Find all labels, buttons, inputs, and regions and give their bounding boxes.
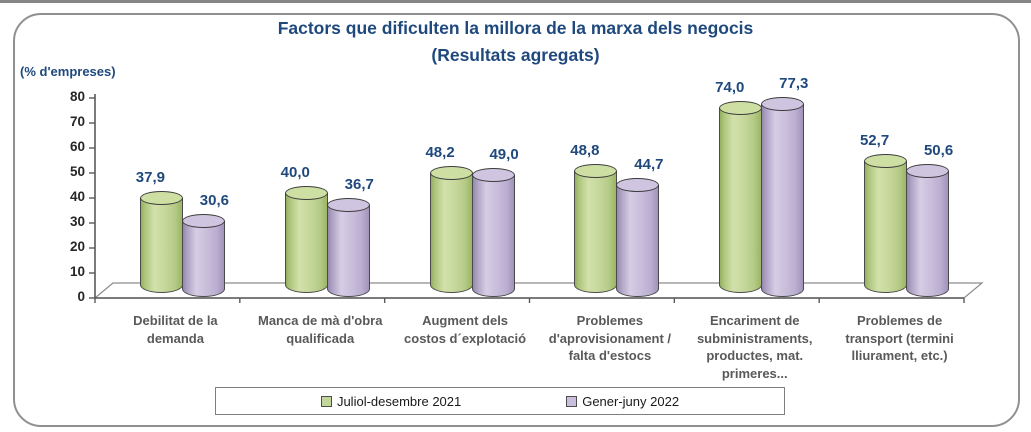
cylinder-body [429,172,473,293]
cylinder-top [181,213,225,228]
cylinder-top [326,198,370,213]
cylinder-body [864,161,908,293]
category-label-2: Augment dels costos d´explotació [404,313,527,346]
legend: Juliol-desembre 2021 Gener-juny 2022 [215,387,785,415]
cylinder-body [906,170,950,297]
y-tick-label: 30 [69,214,85,229]
bar-green-cat3 [574,164,618,293]
legend-swatch-green [320,395,332,407]
chart-title: Factors que dificulten la millora de la … [277,18,754,38]
cylinder-top [616,178,660,193]
bar-value-label: 37,9 [135,169,165,187]
bar-purple-cat3 [616,178,660,297]
cylinder-body [326,205,370,297]
y-tick-label: 60 [69,139,85,154]
cylinder-body [574,171,618,293]
legend-label-2021: Juliol-desembre 2021 [336,393,462,409]
cylinder-body [719,108,763,293]
y-tick-label: 50 [69,164,85,179]
bar-value-label: 52,7 [859,132,890,150]
y-tick-label: 20 [69,239,85,254]
bar-green-cat5 [864,154,908,293]
cylinder-body [471,174,515,297]
legend-swatch-purple [566,395,578,407]
y-tick-label: 10 [69,264,85,279]
bar-value-label: 48,8 [570,142,600,159]
cylinder-top [719,101,763,115]
bar-value-label: 74,0 [715,79,745,96]
category-label-1: Manca de mà d'obra qualificada [258,313,383,346]
bar-purple-cat5 [906,163,950,297]
cylinder-top [429,165,473,180]
bar-green-cat0 [139,191,183,293]
cylinder-body [284,193,328,293]
category-label-3: Problemes d'aprovisionament / falta d'esto… [548,313,672,363]
cylinder-top [471,167,515,182]
y-tick-label: 40 [69,189,85,204]
bar-green-cat1 [284,186,328,293]
cylinder-body [616,185,660,297]
bar-purple-cat0 [181,213,225,297]
bar-purple-cat4 [761,96,805,297]
bar-green-cat2 [429,165,473,293]
legend-entry-2022: Gener-juny 2022 [566,394,679,409]
cylinder-body [761,103,805,297]
cylinder-top [284,186,328,200]
bar-green-cat4 [719,101,763,293]
y-tick-label: 70 [69,114,85,129]
cylinder-body [139,198,183,293]
cylinder-top [139,191,183,206]
bar-purple-cat1 [326,198,370,297]
category-label-0: Debilitat de la demanda [133,313,218,346]
bar-value-label: 40,0 [280,164,310,181]
cylinder-top [864,154,908,169]
y-tick-label: 0 [77,289,85,304]
bar-value-label: 48,2 [425,143,455,161]
category-label-5: Problemes de transport (termini lliurament… [845,313,954,363]
bar-purple-cat2 [471,167,515,297]
bar-value-label: 77,3 [779,74,809,92]
bar-value-label: 50,6 [923,141,954,159]
legend-entry-2021: Juliol-desembre 2021 [320,393,462,409]
cylinder-top [906,163,950,178]
y-axis-unit-label: (% d'empreses) [20,64,116,79]
category-label-4: Encariment de subministraments, productes,… [696,313,813,381]
cylinder-top [574,164,618,178]
cylinder-top [761,96,805,111]
bar-value-label: 30,6 [199,191,229,209]
bar-value-label: 44,7 [634,156,664,174]
legend-label-2022: Gener-juny 2022 [582,393,680,409]
chart-subtitle: (Resultats agregats) [431,45,600,65]
cylinder-body [181,220,225,297]
page-top-rule [0,0,1031,3]
chart-title-block: Factors que dificulten la millora de la … [0,15,1031,69]
bar-value-label: 49,0 [489,145,519,163]
y-tick-label: 80 [69,89,85,104]
bar-value-label: 36,7 [344,176,374,194]
